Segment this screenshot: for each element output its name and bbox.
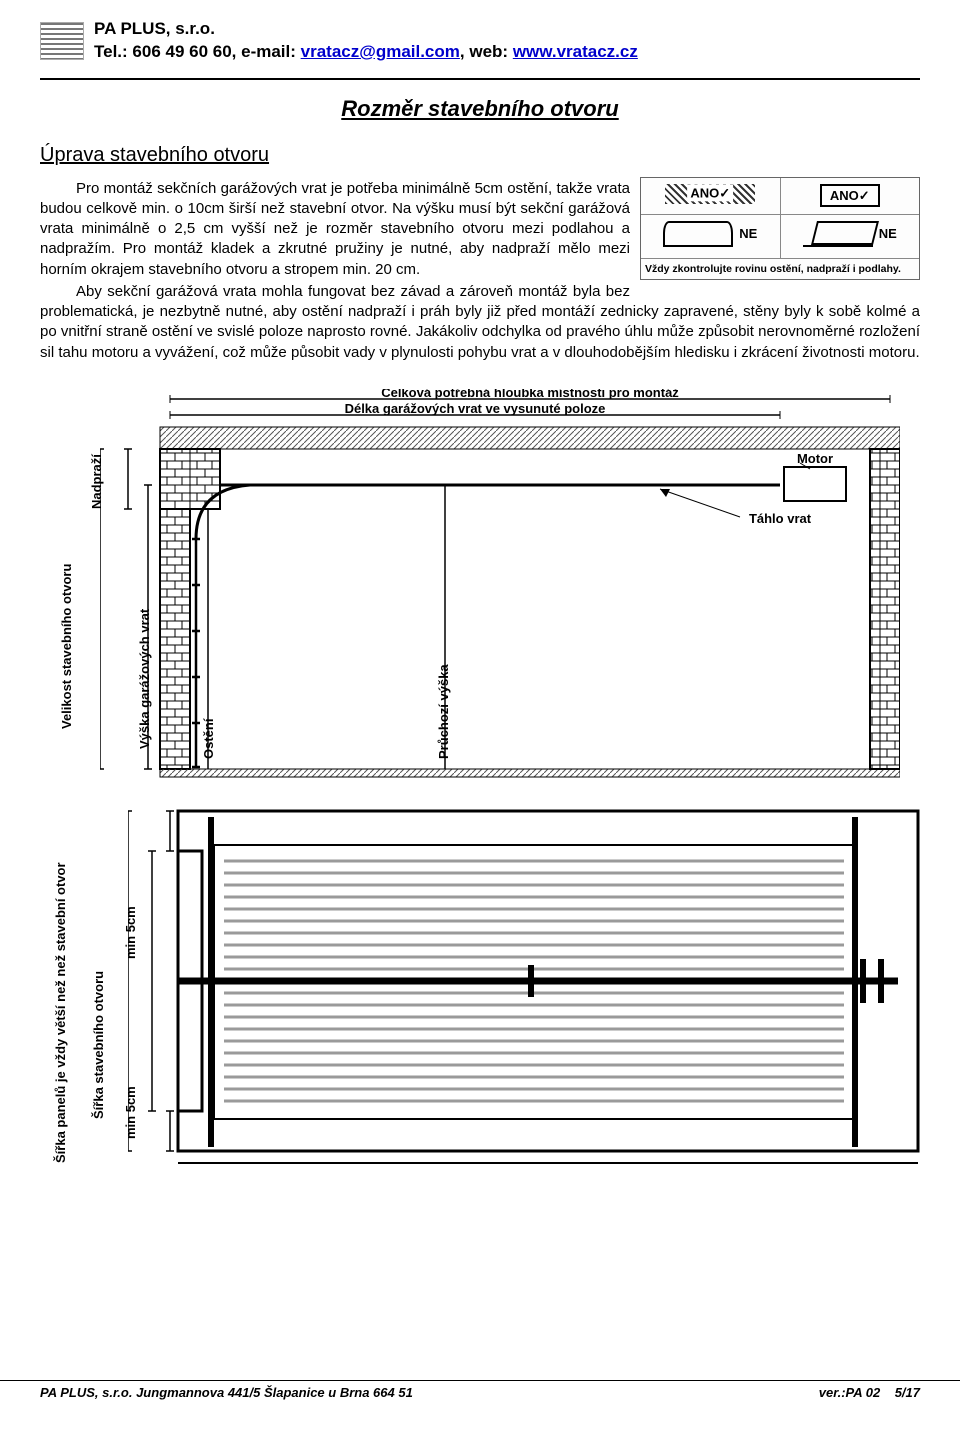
company-name: PA PLUS, s.r.o. (94, 18, 638, 41)
header-text: PA PLUS, s.r.o. Tel.: 606 49 60 60, e-ma… (94, 18, 638, 64)
web-link[interactable]: www.vratacz.cz (513, 42, 638, 61)
section-heading: Úprava stavebního otvoru (40, 142, 920, 169)
side-view-diagram: Velikost stavebního otvoru Nadpraží Výšk… (40, 389, 920, 779)
company-logo-icon (40, 22, 84, 60)
page-header: PA PLUS, s.r.o. Tel.: 606 49 60 60, e-ma… (40, 18, 920, 64)
figure-caption: Vždy zkontrolujte rovinu ostění, nadpraž… (641, 259, 919, 279)
intro-block: ANO✓ ANO✓ NE NE Vždy zkontrolujte rovinu… (40, 177, 920, 363)
svg-label-tahlo: Táhlo vrat (749, 511, 812, 526)
bad-shape-icon (663, 221, 733, 247)
bad-trap-icon (803, 221, 873, 247)
document-title: Rozměr stavebního otvoru (40, 94, 920, 124)
email-link[interactable]: vratacz@gmail.com (301, 42, 460, 61)
ok-label-2: ANO✓ (820, 184, 880, 208)
top-view-svg (128, 791, 938, 1171)
ne-label-2: NE (879, 225, 897, 243)
svg-label-top2: Délka garážových vrat ve vysunuté poloze (345, 401, 606, 416)
page-footer: PA PLUS, s.r.o. Jungmannova 441/5 Šlapan… (0, 1380, 960, 1402)
label-sirka-panelu: Šířka panelů je vždy větší než než stave… (52, 862, 70, 1163)
label-velikost: Velikost stavebního otvoru (58, 563, 76, 728)
ne-label-1: NE (739, 225, 757, 243)
contact-line: Tel.: 606 49 60 60, e-mail: vratacz@gmai… (94, 41, 638, 64)
ok-label-1: ANO✓ (687, 184, 733, 202)
side-view-svg: Celková potřebná hloubka místnosti pro m… (100, 389, 900, 779)
footer-left: PA PLUS, s.r.o. Jungmannova 441/5 Šlapan… (40, 1384, 413, 1402)
svg-label-top1: Celková potřebná hloubka místnosti pro m… (381, 389, 679, 400)
top-view-diagram: Šířka panelů je vždy větší než než stave… (40, 791, 920, 1181)
label-sirka-otvoru: Šířka stavebního otvoru (90, 971, 108, 1119)
svg-label-motor: Motor (797, 451, 833, 466)
header-divider (40, 78, 920, 80)
paragraph-body: Aby sekční garážová vrata mohla fungovat… (40, 282, 920, 363)
footer-right: ver.:PA 02 5/17 (819, 1384, 920, 1402)
validation-figure: ANO✓ ANO✓ NE NE Vždy zkontrolujte rovinu… (640, 177, 920, 281)
